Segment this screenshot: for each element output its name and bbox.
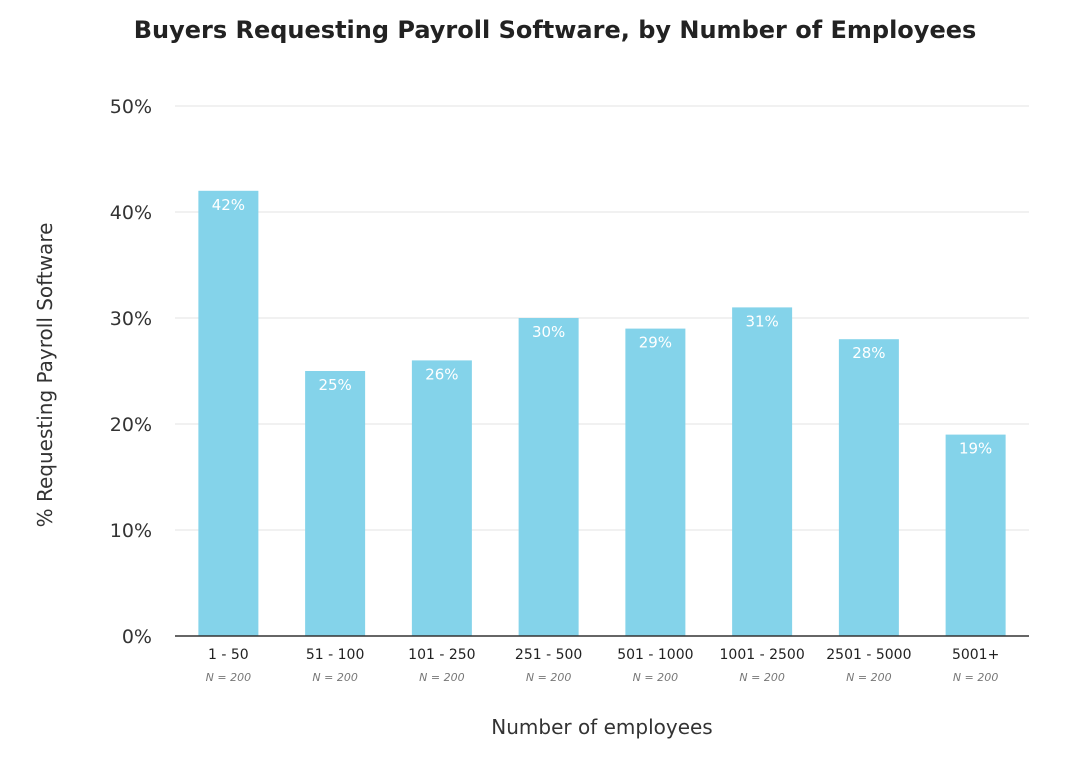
bar bbox=[305, 371, 366, 636]
bar-value-label: 25% bbox=[318, 376, 351, 394]
bar bbox=[411, 360, 472, 636]
y-tick-label: 10% bbox=[110, 520, 152, 542]
bars: 42% 25% 26% 30% 29% 31% 28% 19% bbox=[198, 190, 1006, 637]
sample-size-label: N = 200 bbox=[739, 671, 784, 684]
bar bbox=[518, 318, 579, 636]
bar-value-label: 19% bbox=[959, 440, 992, 458]
y-tick-label: 20% bbox=[110, 414, 152, 436]
bar bbox=[945, 434, 1006, 636]
x-tick-label: 1001 - 2500 bbox=[720, 647, 805, 663]
bar bbox=[838, 339, 899, 636]
x-tick-label: 1 - 50 bbox=[208, 647, 249, 663]
bar-value-label: 26% bbox=[425, 365, 458, 383]
sample-size-label: N = 200 bbox=[633, 671, 678, 684]
x-tick-label: 501 - 1000 bbox=[617, 647, 693, 663]
x-tick-label: 251 - 500 bbox=[515, 647, 582, 663]
sample-size-label: N = 200 bbox=[206, 671, 251, 684]
gridlines bbox=[175, 105, 1029, 531]
sample-size-label: N = 200 bbox=[846, 671, 891, 684]
bar-value-label: 30% bbox=[532, 323, 565, 341]
sample-size-label: N = 200 bbox=[526, 671, 571, 684]
bar-value-label: 28% bbox=[852, 344, 885, 362]
y-tick-label: 50% bbox=[110, 96, 152, 118]
sample-size-label: N = 200 bbox=[419, 671, 464, 684]
chart-title: Buyers Requesting Payroll Software, by N… bbox=[134, 16, 977, 44]
y-tick-label: 0% bbox=[122, 626, 152, 648]
y-axis-ticks: 0% 10% 20% 30% 40% 50% bbox=[110, 96, 152, 648]
sample-size-label: N = 200 bbox=[953, 671, 998, 684]
bar-value-label: 42% bbox=[212, 196, 245, 214]
x-axis-ticks: 1 - 50 N = 200 51 - 100 N = 200 101 - 250 N =… bbox=[206, 647, 1000, 684]
bar bbox=[198, 190, 259, 637]
y-tick-label: 40% bbox=[110, 202, 152, 224]
bar-value-label: 29% bbox=[639, 334, 672, 352]
x-tick-label: 2501 - 5000 bbox=[826, 647, 911, 663]
y-axis-label: % Requesting Payroll Software bbox=[33, 223, 57, 528]
bar-value-label: 31% bbox=[745, 312, 778, 330]
x-tick-label: 5001+ bbox=[952, 647, 999, 663]
bar bbox=[732, 307, 793, 636]
x-tick-label: 101 - 250 bbox=[408, 647, 475, 663]
x-tick-label: 51 - 100 bbox=[306, 647, 365, 663]
x-axis-label: Number of employees bbox=[491, 715, 712, 739]
y-tick-label: 30% bbox=[110, 308, 152, 330]
sample-size-label: N = 200 bbox=[312, 671, 357, 684]
bar bbox=[625, 328, 686, 636]
